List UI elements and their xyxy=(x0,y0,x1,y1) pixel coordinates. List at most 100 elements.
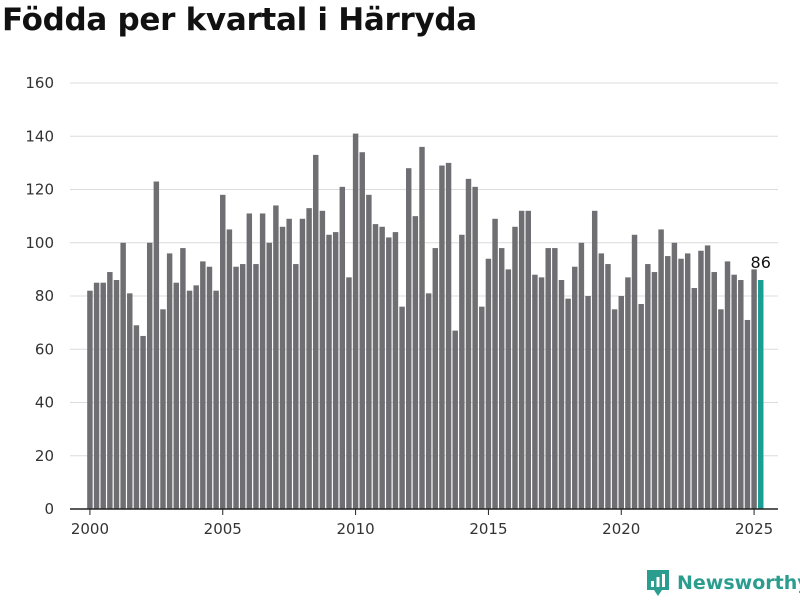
bar xyxy=(419,146,425,509)
bar xyxy=(665,256,671,509)
bar xyxy=(552,248,558,509)
bar xyxy=(684,253,691,509)
bar xyxy=(146,242,153,509)
bar xyxy=(545,248,551,509)
bar xyxy=(352,133,359,509)
bar xyxy=(518,210,525,510)
bar xyxy=(598,253,605,509)
x-tick-label: 2020 xyxy=(602,520,640,538)
bar xyxy=(306,208,312,509)
y-tick-label: 160 xyxy=(25,74,54,92)
bar xyxy=(259,213,266,509)
annotations: 86 xyxy=(751,253,771,272)
bar xyxy=(186,290,193,509)
y-axis-labels: 0 20 40 60 80 100 120 140 160 xyxy=(25,74,54,518)
bar xyxy=(180,248,186,509)
x-tick-label: 2025 xyxy=(735,520,773,538)
bar xyxy=(266,242,272,509)
bar xyxy=(226,229,233,509)
bar xyxy=(399,306,405,509)
chart-title: Födda per kvartal i Härryda xyxy=(2,2,477,38)
bar xyxy=(246,213,253,509)
bar xyxy=(346,277,352,509)
bar xyxy=(505,269,512,510)
bar xyxy=(691,288,698,509)
bar xyxy=(565,298,571,509)
bar xyxy=(339,186,346,509)
bar xyxy=(525,210,531,510)
bar xyxy=(465,178,472,509)
bar xyxy=(213,290,219,509)
bar xyxy=(153,181,160,509)
bar xyxy=(293,264,299,509)
y-tick-label: 140 xyxy=(25,127,54,145)
x-tick-label: 2015 xyxy=(469,520,507,538)
bar xyxy=(591,210,598,510)
bar xyxy=(472,186,478,509)
y-tick-label: 0 xyxy=(44,500,54,518)
bar xyxy=(220,194,226,509)
bar xyxy=(100,282,106,509)
bar xyxy=(744,319,751,509)
bar xyxy=(200,261,206,509)
bar xyxy=(253,264,259,509)
bar xyxy=(286,218,292,510)
bar xyxy=(638,303,644,509)
bar xyxy=(193,285,199,509)
y-tick-label: 40 xyxy=(35,394,54,412)
bar xyxy=(439,165,445,510)
bar xyxy=(93,282,100,509)
bar xyxy=(718,309,724,509)
brand-logo: Newsworthy xyxy=(645,568,800,598)
bar xyxy=(140,335,146,509)
bar xyxy=(738,280,744,509)
bar xyxy=(313,154,319,509)
bar xyxy=(751,269,757,510)
bar xyxy=(113,280,120,509)
y-tick-label: 120 xyxy=(25,181,54,199)
latest-value-label: 86 xyxy=(751,253,771,272)
bar xyxy=(432,248,439,509)
y-tick-label: 20 xyxy=(35,447,54,465)
bar xyxy=(359,152,365,509)
bar xyxy=(425,293,432,509)
y-tick-label: 100 xyxy=(25,234,54,252)
bar xyxy=(319,210,326,510)
bar xyxy=(618,296,624,509)
bar xyxy=(731,274,737,509)
bar xyxy=(166,253,173,509)
bar xyxy=(107,272,113,509)
bar xyxy=(498,248,505,509)
bar xyxy=(724,261,731,509)
x-tick-label: 2005 xyxy=(204,520,242,538)
bar xyxy=(206,266,213,509)
bar xyxy=(386,237,392,509)
bar xyxy=(120,242,126,509)
bar-latest xyxy=(758,280,764,509)
bar xyxy=(366,194,372,509)
bar xyxy=(512,226,518,509)
bar xyxy=(412,216,419,510)
bar xyxy=(538,277,545,509)
bar xyxy=(631,234,638,509)
bar xyxy=(459,234,465,509)
x-tick-label: 2010 xyxy=(336,520,374,538)
bar xyxy=(711,272,717,509)
x-tick-label: 2000 xyxy=(71,520,109,538)
bar xyxy=(485,258,492,509)
bar xyxy=(605,264,611,509)
y-tick-label: 80 xyxy=(35,287,54,305)
bar xyxy=(239,264,246,509)
bar xyxy=(160,309,166,509)
bar xyxy=(299,218,306,510)
bar xyxy=(492,218,498,510)
bar xyxy=(445,162,452,510)
bar xyxy=(392,232,399,509)
x-axis: 2000 2005 2010 2015 2020 2025 xyxy=(70,508,778,538)
bar xyxy=(326,234,332,509)
bar xyxy=(233,266,239,509)
bar xyxy=(611,309,618,509)
bar xyxy=(279,226,286,509)
bar xyxy=(127,293,133,509)
